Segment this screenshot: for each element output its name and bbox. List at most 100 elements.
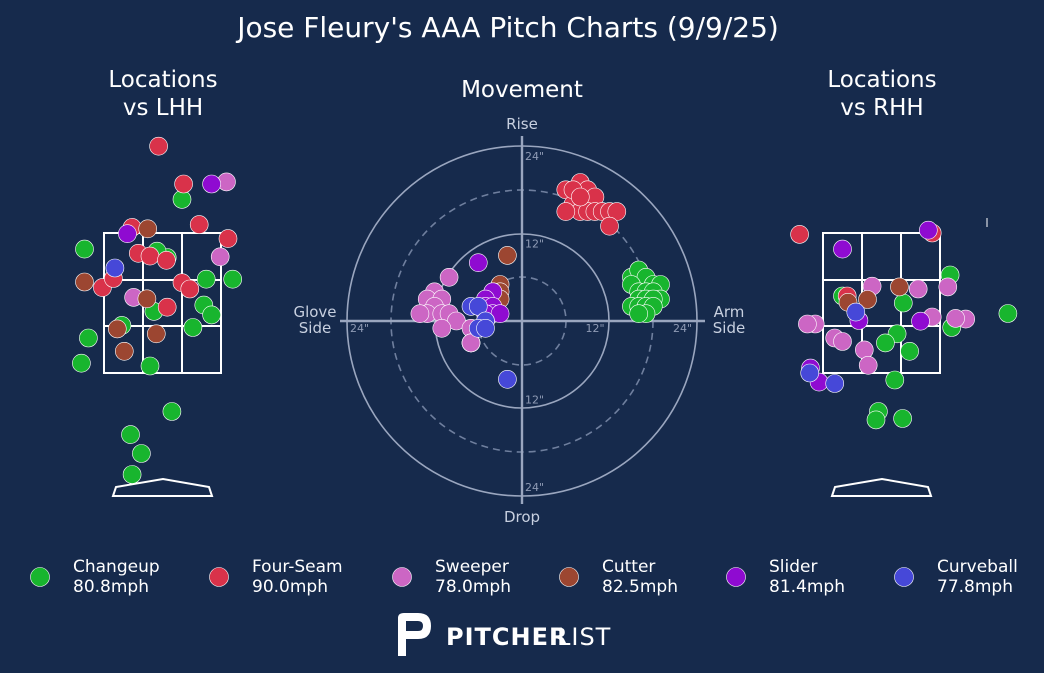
movement-grid — [340, 136, 705, 504]
legend-marker — [392, 567, 412, 587]
movement-tick-1: 12" — [525, 238, 544, 251]
pitch-point-cutter — [75, 272, 94, 292]
pitch-point-sweeper — [833, 332, 852, 351]
pitch-point-changeup — [893, 293, 913, 313]
movement-tick-labels: 24" 12" 12" 24" 24" 12" 24" — [350, 150, 692, 494]
pitch-point-slider — [468, 253, 488, 273]
pitch-point-changeup — [998, 304, 1018, 323]
pitch-point-four-seam — [189, 215, 209, 234]
movement-tick-6: 24" — [673, 322, 692, 335]
pitch-point-changeup — [121, 425, 140, 444]
pitch-point-changeup — [196, 269, 216, 289]
legend-marker — [726, 567, 746, 587]
legend-speed: 90.0mph — [252, 577, 328, 597]
legend-label: Four-Seam — [252, 557, 343, 577]
movement-axis-bottom: Drop — [504, 508, 540, 526]
pitch-point-four-seam — [157, 250, 176, 270]
movement-axis-top: Rise — [506, 115, 538, 133]
pitch-point-sweeper — [432, 318, 452, 338]
pitch-point-four-seam — [790, 225, 809, 244]
pitcherlist-logo: PITCHER LIST — [398, 613, 611, 656]
legend-marker — [559, 567, 579, 587]
pitch-point-curveball — [476, 318, 495, 338]
pitch-point-sweeper — [938, 277, 958, 297]
pitch-point-cutter — [138, 219, 157, 239]
lhh-home-plate — [111, 477, 214, 497]
pitch-point-curveball — [105, 258, 125, 278]
pitch-point-cutter — [115, 341, 134, 361]
pitch-point-four-seam — [600, 216, 619, 236]
legend-label: Slider — [769, 557, 817, 577]
pitch-point-changeup — [162, 402, 182, 421]
brand-name-light: LIST — [557, 623, 611, 651]
legend-marker — [209, 567, 229, 587]
pitch-point-cutter — [498, 246, 517, 265]
panel-title-rhh: Locations vs RHH — [827, 67, 936, 121]
pitch-point-changeup — [75, 239, 94, 259]
pitch-point-changeup — [79, 328, 98, 348]
pitch-point-changeup — [885, 370, 905, 390]
pitch-point-curveball — [825, 374, 845, 393]
pitch-point-cutter — [890, 277, 909, 297]
legend-speed: 78.0mph — [435, 577, 511, 597]
pitch-point-slider — [833, 239, 852, 259]
legend-label: Sweeper — [435, 557, 509, 577]
legend-speed: 80.8mph — [73, 577, 149, 597]
movement-axis-left: Glove Side — [293, 303, 336, 337]
pitch-point-four-seam — [180, 279, 200, 299]
pitch-point-cutter — [147, 324, 166, 344]
pitch-point-changeup — [866, 410, 886, 430]
panel-title-lhh: Locations vs LHH — [108, 67, 217, 121]
pitch-point-four-seam — [556, 202, 576, 221]
movement-tick-4: 24" — [350, 322, 369, 335]
pitch-point-cutter — [108, 319, 127, 339]
pitch-point-changeup — [900, 341, 919, 361]
brand-name-bold: PITCHER — [446, 623, 568, 651]
pitch-point-sweeper — [410, 304, 430, 324]
pitch-point-sweeper — [858, 355, 878, 375]
legend-speed: 82.5mph — [602, 577, 678, 597]
pitch-point-changeup — [629, 304, 649, 324]
pitch-point-four-seam — [570, 187, 590, 207]
chart-title: Jose Fleury's AAA Pitch Charts (9/9/25) — [235, 11, 779, 44]
pitch-point-curveball — [846, 302, 866, 322]
pitch-point-changeup — [122, 465, 142, 484]
pitch-point-four-seam — [157, 297, 177, 317]
legend-label: Cutter — [602, 557, 655, 577]
pitch-points — [72, 136, 1018, 484]
movement-tick-5: 12" — [586, 322, 605, 335]
panel-title-movement: Movement — [461, 77, 583, 103]
movement-tick-0: 24" — [525, 150, 544, 163]
pitch-point-cutter — [858, 290, 877, 309]
pitch-point-sweeper — [798, 314, 817, 334]
pitch-point-changeup — [183, 318, 203, 337]
legend-label: Changeup — [73, 557, 160, 577]
pitch-point-sweeper — [946, 309, 965, 328]
pitch-point-four-seam — [174, 174, 193, 194]
rhh-home-plate — [830, 477, 933, 497]
pitch-point-four-seam — [218, 229, 238, 248]
movement-tick-3: 24" — [525, 481, 544, 494]
pitch-point-slider — [202, 174, 221, 194]
pitch-point-changeup — [893, 409, 912, 428]
legend-speed: 77.8mph — [937, 577, 1013, 597]
pitch-point-sweeper — [854, 340, 874, 360]
pitch-point-sweeper — [439, 267, 459, 287]
pitch-point-sweeper — [908, 279, 928, 299]
pitch-point-curveball — [800, 363, 820, 383]
legend-marker — [894, 567, 914, 587]
pitch-point-four-seam — [149, 136, 168, 156]
legend-speed: 81.4mph — [769, 577, 845, 597]
legend-marker — [30, 567, 50, 587]
pitch-point-curveball — [498, 369, 517, 389]
pitch-point-changeup — [202, 305, 221, 325]
pitch-point-slider — [118, 224, 137, 243]
pitch-point-slider — [918, 220, 938, 240]
pitch-point-changeup — [223, 269, 242, 289]
